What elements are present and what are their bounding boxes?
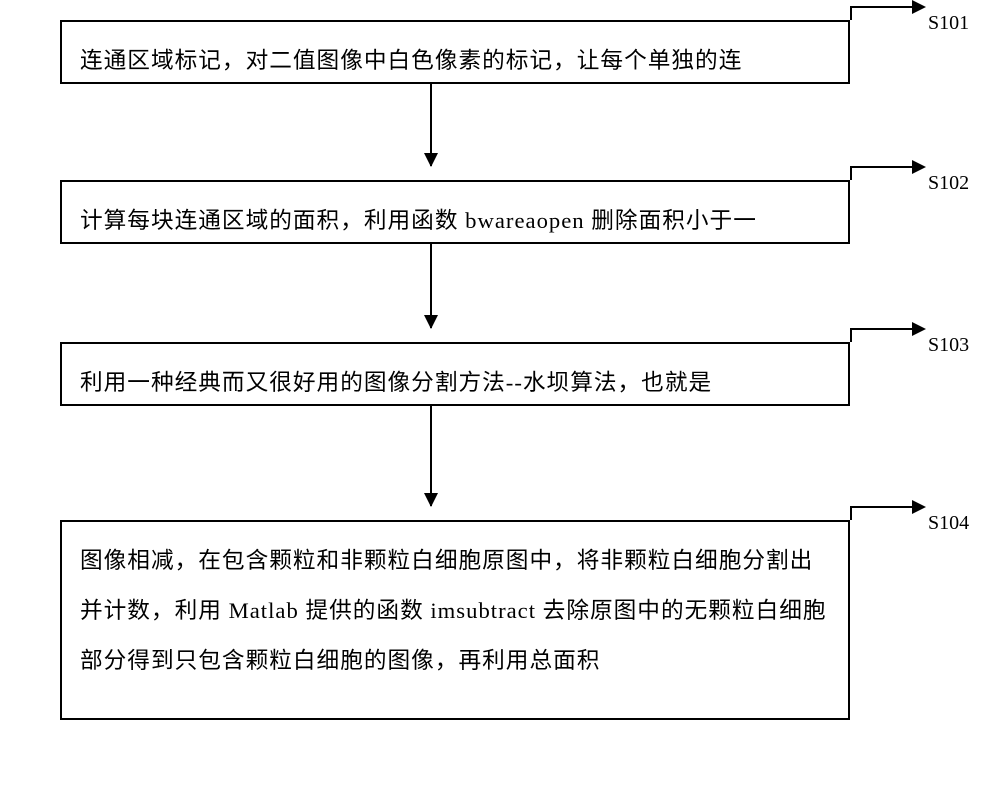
step-box-s104: 图像相减，在包含颗粒和非颗粒白细胞原图中，将非颗粒白细胞分割出并计数，利用 Ma… [60,520,850,720]
step-box-s101: 连通区域标记，对二值图像中白色像素的标记，让每个单独的连 [60,20,850,84]
arrow-s103-s104 [430,406,432,506]
flowchart-container: 连通区域标记，对二值图像中白色像素的标记，让每个单独的连 S101 计算每块连通… [0,0,1000,800]
step-label-s101: S101 [928,12,969,35]
step-text: 利用一种经典而又很好用的图像分割方法--水坝算法，也就是 [80,370,712,395]
step-text: 连通区域标记，对二值图像中白色像素的标记，让每个单独的连 [80,48,742,73]
step-text: 图像相减，在包含颗粒和非颗粒白细胞原图中，将非颗粒白细胞分割出并计数，利用 Ma… [80,548,827,673]
arrow-s102-s103 [430,244,432,328]
arrow-s101-s102 [430,84,432,166]
step-text: 计算每块连通区域的面积，利用函数 bwareaopen 删除面积小于一 [80,208,757,233]
step-label-s103: S103 [928,334,969,357]
step-label-s102: S102 [928,172,969,195]
step-box-s102: 计算每块连通区域的面积，利用函数 bwareaopen 删除面积小于一 [60,180,850,244]
step-label-s104: S104 [928,512,969,535]
step-box-s103: 利用一种经典而又很好用的图像分割方法--水坝算法，也就是 [60,342,850,406]
